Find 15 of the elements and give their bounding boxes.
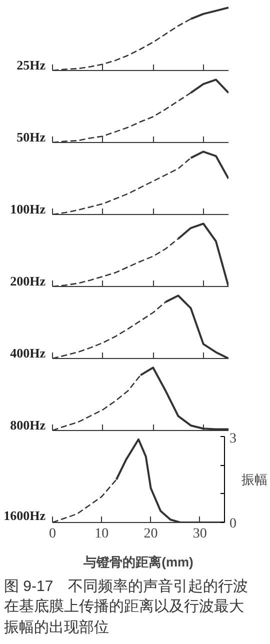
caption: 图 9-17 不同频率的声音引起的行波在基底膜上传播的距离以及行波最大振幅的出现部位 bbox=[4, 577, 250, 638]
text: 50Hz bbox=[16, 129, 46, 144]
text: 1600Hz bbox=[4, 508, 46, 524]
x-tick-label: 20 bbox=[144, 526, 158, 542]
y-tick-label: 3 bbox=[230, 432, 236, 446]
x-tick-label: 10 bbox=[94, 526, 109, 542]
y-axis-title: 振幅 bbox=[242, 472, 268, 487]
x-axis-title: 与镫骨的距离(mm) bbox=[82, 554, 194, 570]
text: 800Hz bbox=[10, 417, 46, 432]
x-tick-label: 30 bbox=[192, 526, 207, 542]
x-tick-label: 0 bbox=[49, 526, 56, 542]
text: 400Hz bbox=[10, 345, 46, 360]
text: 200Hz bbox=[10, 273, 46, 288]
text: 100Hz bbox=[10, 201, 46, 216]
text: 25Hz bbox=[16, 57, 46, 72]
